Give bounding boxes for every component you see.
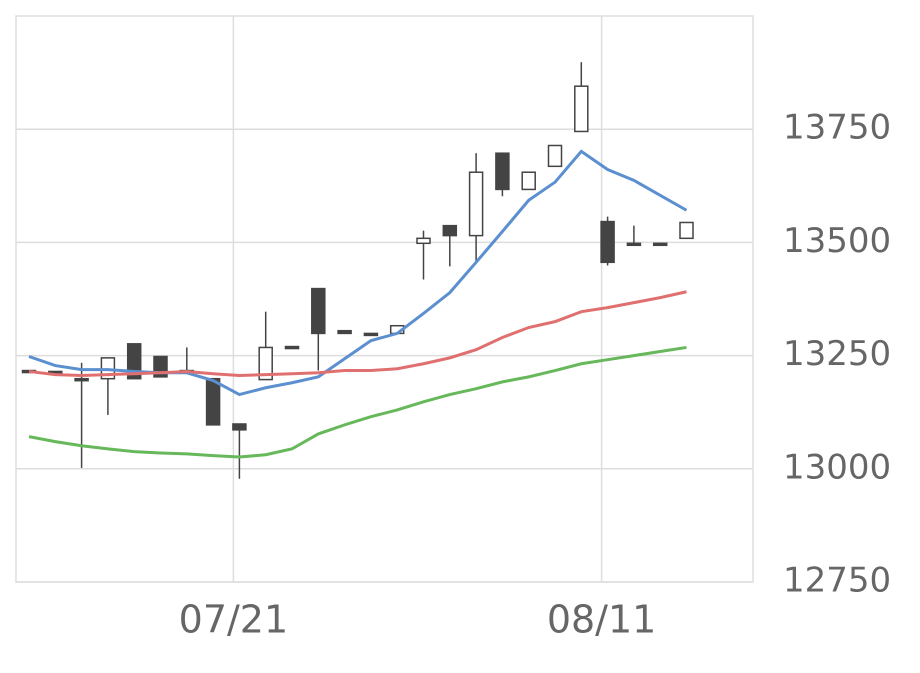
candle-body <box>495 152 510 191</box>
candle-body <box>205 377 221 426</box>
candle-body <box>311 287 326 335</box>
candle-body <box>652 242 668 247</box>
y-tick-label: 12750 <box>783 561 891 601</box>
y-tick-label: 13000 <box>783 447 891 487</box>
candle-body <box>626 242 642 247</box>
candle-body <box>232 423 247 431</box>
moving-average-line <box>28 345 687 459</box>
candle-body <box>416 237 431 245</box>
candle-body <box>284 345 300 350</box>
moving-average-line <box>28 149 688 397</box>
candle-body <box>74 377 89 382</box>
candle-body <box>600 220 615 264</box>
candle-body <box>679 221 694 240</box>
candle-body <box>258 346 273 381</box>
candle-body <box>363 332 379 337</box>
candle-body <box>574 85 589 133</box>
y-tick-label: 13750 <box>783 108 891 148</box>
candle-body <box>547 144 563 168</box>
candle-body <box>468 171 484 237</box>
x-tick-label: 08/11 <box>547 598 657 642</box>
y-tick-label: 13250 <box>783 334 891 374</box>
x-tick-label: 07/21 <box>179 598 289 642</box>
moving-average-line <box>28 290 687 378</box>
candle-body <box>521 171 536 191</box>
candle-body <box>442 224 458 237</box>
y-tick-label: 13500 <box>783 221 891 261</box>
candle-body <box>337 329 352 335</box>
plot-frame <box>15 15 754 583</box>
